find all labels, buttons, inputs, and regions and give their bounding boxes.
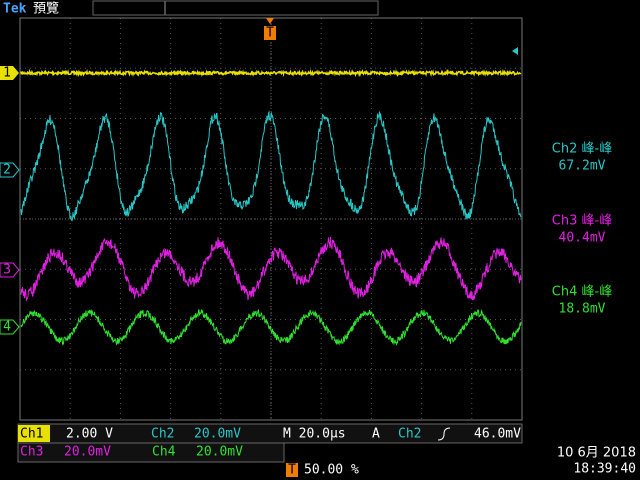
waveform (20, 110, 522, 222)
trigger-slope (437, 427, 451, 441)
ch2-name: Ch2 (151, 427, 174, 442)
waveform (20, 68, 522, 78)
record-view (164, 0, 379, 16)
waveform (20, 308, 522, 346)
trigger-arrow (266, 18, 274, 24)
trigger-marker-bg (264, 26, 276, 40)
ch2-scale: 20.0mV (194, 427, 241, 442)
mode: 預覽 (33, 2, 59, 17)
trigger-position-badge (286, 463, 298, 477)
ch1-scale: 2.00 V (66, 427, 113, 442)
record-frame (92, 0, 379, 16)
ch3-scale: 20.0mV (64, 445, 111, 460)
waveform (20, 236, 522, 302)
channel-marker: 4 (3, 320, 11, 335)
trigger-position: 50.00 % (304, 463, 359, 478)
status-row (17, 442, 285, 463)
ch4-name: Ch4 (152, 445, 176, 460)
trigger-mode: A (372, 427, 380, 442)
ch1-name: Ch1 (20, 427, 43, 442)
trigger-level (512, 47, 518, 55)
time: 18:39:40 (573, 462, 636, 477)
date: 10 6月 2018 (557, 446, 636, 461)
channel-markers: 1 2 3 4 (0, 66, 20, 335)
waveforms (20, 68, 522, 346)
trigger-marker: T (266, 26, 274, 41)
timebase: M 20.0µs (283, 427, 346, 442)
measurement-value: 40.4mV (559, 231, 606, 246)
trigger-level-value: 46.0mV (474, 427, 521, 442)
ch1-badge (18, 425, 50, 442)
ch4-scale: 20.0mV (196, 445, 243, 460)
channel-marker: 1 (3, 66, 11, 81)
graticule (20, 18, 522, 420)
brand: Tek (3, 2, 27, 17)
channel-marker: 3 (3, 263, 11, 278)
trigger-source: Ch2 (398, 427, 421, 442)
measurement-label: Ch2 峰-峰 (552, 142, 612, 157)
measurement-value: 67.2mV (559, 159, 606, 174)
channel-marker: 2 (3, 163, 11, 178)
measurement-label: Ch3 峰-峰 (552, 214, 612, 229)
trigger-position-marker: T (288, 463, 296, 478)
measurement-value: 18.8mV (559, 302, 606, 317)
ch3-name: Ch3 (20, 445, 43, 460)
measurement-label: Ch4 峰-峰 (552, 285, 612, 300)
